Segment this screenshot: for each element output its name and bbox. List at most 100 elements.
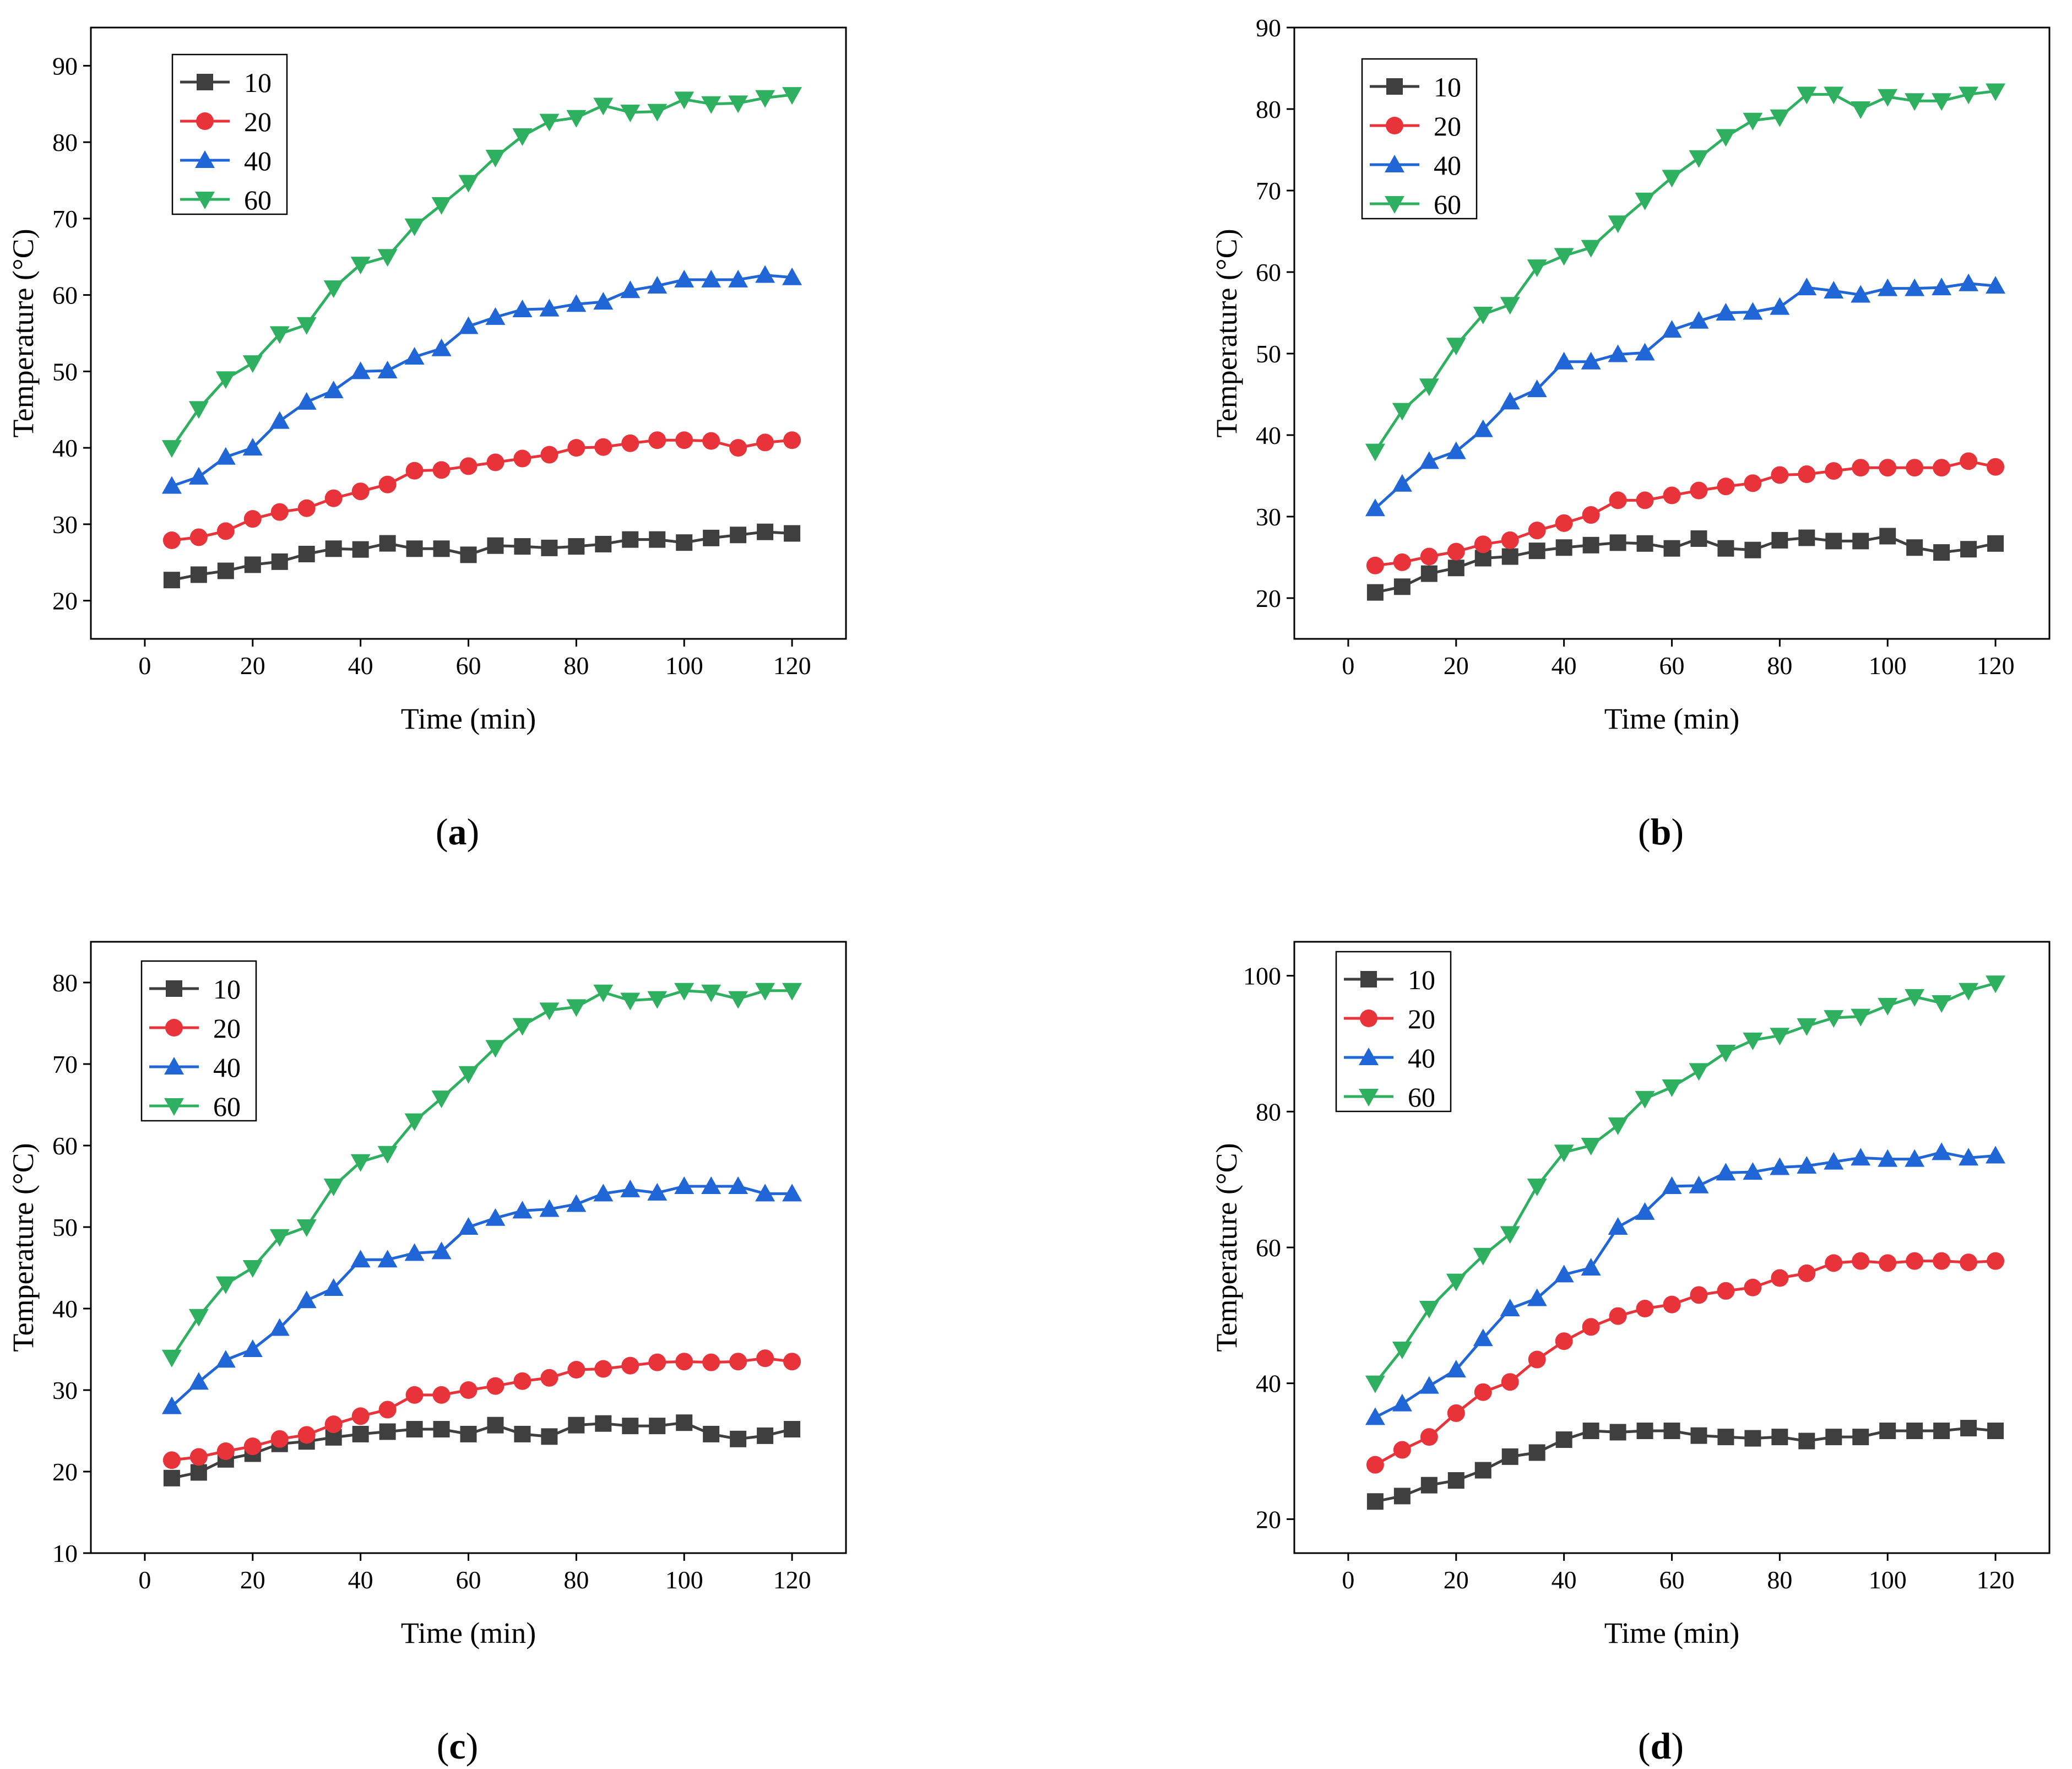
data-point-20 <box>432 461 451 479</box>
data-point-20 <box>1771 1269 1789 1287</box>
data-point-40 <box>1527 379 1547 398</box>
data-point-10 <box>1528 1444 1545 1461</box>
data-point-10 <box>784 525 801 542</box>
series-line-60 <box>1374 981 1996 1385</box>
data-point-40 <box>431 1241 452 1260</box>
series-line-40 <box>1374 282 1996 510</box>
y-tick-label: 50 <box>52 357 78 386</box>
y-tick-label: 70 <box>52 205 78 233</box>
legend-label: 20 <box>1434 111 1461 142</box>
series-40 <box>161 265 802 494</box>
x-tick-label: 0 <box>138 1566 151 1594</box>
data-point-60 <box>674 91 695 110</box>
data-point-60 <box>1635 192 1655 210</box>
series-60 <box>161 983 802 1368</box>
data-point-40 <box>1716 1163 1736 1181</box>
data-point-60 <box>431 1090 452 1109</box>
data-point-60 <box>485 1040 506 1058</box>
data-point-60 <box>323 280 344 299</box>
data-point-60 <box>1905 989 1925 1007</box>
data-point-10 <box>676 534 693 551</box>
data-point-20 <box>216 1442 235 1460</box>
data-point-60 <box>728 991 748 1009</box>
series-10 <box>163 523 801 589</box>
data-point-40 <box>1959 273 1979 291</box>
data-point-40 <box>458 1217 479 1235</box>
data-point-40 <box>782 1184 802 1202</box>
data-point-20 <box>513 1372 531 1390</box>
data-point-60 <box>1446 338 1466 356</box>
data-point-40 <box>1743 1162 1763 1180</box>
data-point-20 <box>756 1349 774 1368</box>
data-point-10 <box>757 1427 774 1444</box>
x-axis-title: Time (min) <box>1604 702 1740 735</box>
data-point-10 <box>379 1423 396 1440</box>
data-point-40 <box>1905 1149 1925 1167</box>
legend: 10 20 40 60 <box>1361 58 1478 220</box>
data-point-40 <box>566 294 587 312</box>
panel-a: 0 20 40 60 80 100 120 20 30 40 50 60 70 80 90 Time (min… <box>7 26 847 853</box>
data-point-60 <box>647 991 668 1009</box>
data-point-10 <box>541 539 558 556</box>
data-point-20 <box>621 1356 639 1375</box>
data-point-20 <box>189 1448 208 1466</box>
data-point-20 <box>1717 1282 1735 1300</box>
data-point-60 <box>512 1018 533 1036</box>
data-point-60 <box>1554 248 1574 266</box>
data-point-40 <box>566 1194 587 1212</box>
data-point-10 <box>433 540 450 557</box>
data-point-40 <box>674 1176 695 1194</box>
data-point-20 <box>1960 1254 1978 1272</box>
legend-label: 60 <box>213 1091 241 1122</box>
data-point-20 <box>675 431 693 449</box>
data-point-20 <box>351 482 370 501</box>
panel-label-letter: c <box>449 1725 465 1767</box>
data-point-20 <box>1852 1252 1870 1270</box>
legend-marker <box>166 980 182 997</box>
data-point-40 <box>674 269 695 287</box>
data-point-20 <box>1366 1456 1384 1474</box>
legend: 10 20 40 60 <box>1335 951 1452 1113</box>
data-point-20 <box>1987 1252 2005 1270</box>
data-point-60 <box>1878 89 1898 107</box>
y-tick-label: 60 <box>52 281 78 310</box>
data-point-60 <box>1500 1226 1520 1244</box>
y-tick-label: 10 <box>52 1539 78 1567</box>
panel-b: 0 20 40 60 80 100 120 20 30 40 50 60 70 80 90 Time (min… <box>1210 14 2051 853</box>
data-point-60 <box>242 355 263 373</box>
data-point-10 <box>649 1418 666 1435</box>
data-point-60 <box>1554 1144 1574 1163</box>
x-tick-label: 60 <box>456 1566 481 1594</box>
data-point-10 <box>1582 1423 1599 1439</box>
data-point-40 <box>512 299 533 317</box>
data-point-20 <box>1906 1252 1924 1270</box>
data-point-40 <box>1878 1149 1898 1167</box>
y-tick-label: 20 <box>1256 1505 1281 1533</box>
data-point-20 <box>1663 486 1681 504</box>
panel-d: 0 20 40 60 80 100 120 20 40 60 80 100 Time (min) Temp… <box>1210 941 2051 1767</box>
data-point-60 <box>1716 1045 1736 1063</box>
data-point-40 <box>728 269 748 287</box>
series-line-20 <box>171 1356 793 1462</box>
y-tick-label: 90 <box>1256 14 1281 42</box>
data-point-20 <box>1798 1264 1816 1282</box>
data-point-10 <box>325 540 342 557</box>
data-point-20 <box>1987 458 2005 476</box>
data-point-40 <box>593 1184 614 1202</box>
x-tick-label: 20 <box>240 1566 265 1594</box>
y-tick-label: 80 <box>1256 1098 1281 1126</box>
data-point-10 <box>622 1418 639 1435</box>
data-point-20 <box>459 1381 478 1399</box>
data-point-10 <box>1366 1493 1384 1510</box>
data-point-60 <box>269 1229 290 1247</box>
data-point-40 <box>1824 1152 1844 1170</box>
panel-label-close: ) <box>466 1725 479 1767</box>
y-tick-label: 30 <box>1256 503 1281 531</box>
x-tick-label: 40 <box>1552 1566 1577 1594</box>
legend-marker <box>195 192 215 209</box>
legend-marker <box>1385 196 1404 214</box>
data-point-60 <box>1770 109 1790 127</box>
x-axis-title: Time (min) <box>1604 1616 1740 1649</box>
data-point-20 <box>378 1401 397 1419</box>
data-point-60 <box>215 371 236 389</box>
